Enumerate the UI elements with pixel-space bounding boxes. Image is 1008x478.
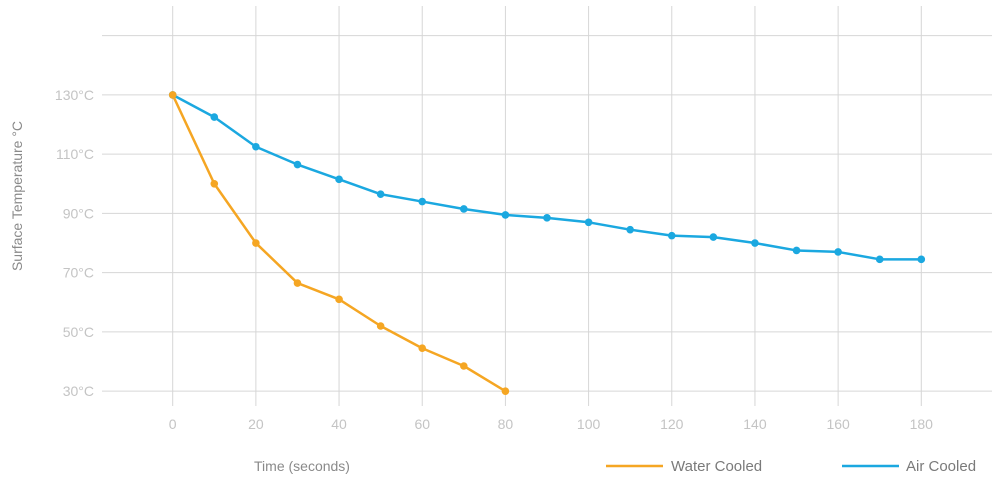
air-cooled-point (252, 142, 260, 151)
air-cooled-point (210, 113, 219, 121)
water-cooled-point (168, 91, 177, 99)
x-axis-title: Time (seconds) (254, 458, 350, 474)
y-tick-label: 130°C (55, 87, 94, 103)
y-axis-tick-labels: 30°C 50°C 70°C 90°C 110°C 130°C (55, 87, 94, 399)
horizontal-gridlines (102, 35, 992, 392)
x-tick-label: 0 (169, 416, 177, 432)
air-cooled-point (418, 197, 427, 206)
air-cooled-point (667, 231, 676, 240)
air-cooled-point (543, 214, 551, 222)
air-cooled-point (626, 225, 634, 234)
y-tick-label: 50°C (63, 324, 94, 340)
water-cooled-point (252, 239, 260, 247)
air-cooled-line (171, 93, 923, 261)
water-cooled-point (418, 344, 427, 353)
air-cooled-point (875, 255, 884, 264)
air-cooled-point (335, 175, 343, 184)
legend-label-water-cooled: Water Cooled (671, 458, 762, 475)
air-cooled-point (792, 246, 801, 255)
x-tick-label: 160 (826, 416, 850, 432)
series-lines (171, 93, 923, 393)
air-cooled-point (751, 239, 759, 247)
legend-label-air-cooled: Air Cooled (906, 458, 976, 475)
x-tick-label: 20 (248, 416, 264, 432)
water-cooled-point (293, 279, 302, 287)
y-tick-label: 30°C (63, 383, 94, 399)
x-tick-label: 140 (743, 416, 767, 432)
water-cooled-point (335, 295, 343, 304)
y-tick-label: 70°C (63, 265, 94, 281)
water-cooled-point (460, 362, 468, 370)
x-tick-label: 80 (498, 416, 514, 432)
air-cooled-point (376, 190, 385, 198)
water-cooled-point (501, 387, 510, 395)
y-tick-label: 90°C (63, 205, 94, 221)
water-cooled-point (210, 179, 219, 188)
air-cooled-point (584, 218, 593, 227)
x-tick-label: 40 (331, 416, 347, 432)
x-tick-label: 60 (414, 416, 430, 432)
legend: Water Cooled Air Cooled (606, 458, 976, 475)
air-cooled-point (709, 233, 718, 241)
x-tick-label: 180 (910, 416, 934, 432)
x-tick-label: 100 (577, 416, 601, 432)
y-tick-label: 110°C (56, 146, 94, 162)
series-points (168, 91, 926, 395)
vertical-gridlines (172, 6, 922, 406)
air-cooled-point (834, 248, 842, 256)
air-cooled-point (501, 211, 510, 219)
air-cooled-point (460, 205, 468, 213)
air-cooled-point (917, 255, 926, 264)
y-axis-title: Surface Temperature °C (9, 121, 25, 271)
x-axis-tick-labels: 0 20 40 60 80 100 120 140 160 180 (169, 416, 933, 432)
water-cooled-point (376, 322, 385, 330)
air-cooled-point (293, 160, 302, 169)
x-tick-label: 120 (660, 416, 684, 432)
